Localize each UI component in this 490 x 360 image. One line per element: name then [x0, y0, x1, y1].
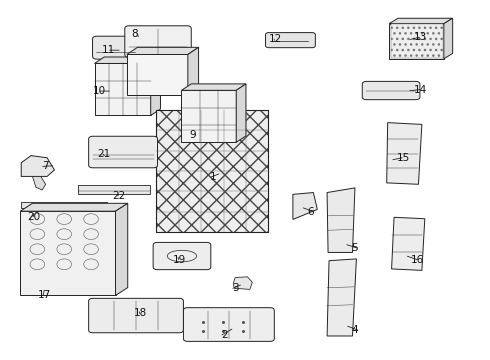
FancyBboxPatch shape [93, 36, 139, 59]
Polygon shape [20, 211, 116, 296]
Polygon shape [95, 57, 160, 63]
Text: 18: 18 [134, 309, 147, 318]
FancyBboxPatch shape [125, 26, 191, 57]
Bar [21, 202, 107, 208]
Text: 17: 17 [37, 291, 50, 301]
Text: 22: 22 [112, 191, 125, 201]
Polygon shape [327, 188, 355, 252]
Bar [156, 110, 269, 232]
Text: 5: 5 [351, 243, 358, 253]
Text: 21: 21 [98, 149, 111, 159]
Polygon shape [389, 24, 444, 59]
FancyBboxPatch shape [89, 136, 158, 168]
Polygon shape [236, 84, 246, 142]
Text: 9: 9 [189, 130, 196, 140]
FancyBboxPatch shape [183, 308, 274, 341]
Polygon shape [293, 193, 318, 220]
Bar [78, 185, 150, 194]
Polygon shape [116, 203, 128, 296]
Polygon shape [233, 277, 252, 289]
Polygon shape [444, 18, 453, 59]
Text: 14: 14 [414, 85, 427, 95]
Polygon shape [188, 47, 198, 95]
FancyBboxPatch shape [153, 242, 211, 270]
Text: 19: 19 [172, 255, 186, 265]
Text: 12: 12 [269, 35, 282, 44]
Bar [156, 110, 269, 232]
FancyBboxPatch shape [266, 33, 316, 48]
Polygon shape [95, 63, 151, 116]
Polygon shape [32, 176, 46, 190]
Polygon shape [327, 259, 356, 336]
FancyBboxPatch shape [362, 81, 420, 100]
Polygon shape [387, 123, 422, 184]
Text: 3: 3 [232, 283, 239, 293]
Text: 1: 1 [210, 172, 217, 182]
FancyBboxPatch shape [89, 298, 183, 333]
Polygon shape [127, 54, 188, 95]
Polygon shape [21, 156, 54, 176]
Text: 4: 4 [351, 325, 358, 335]
Text: 8: 8 [132, 29, 138, 39]
Bar [391, 24, 443, 58]
Polygon shape [389, 18, 453, 24]
Text: 16: 16 [411, 255, 424, 265]
Polygon shape [20, 203, 128, 211]
Polygon shape [151, 57, 160, 116]
Polygon shape [127, 47, 198, 54]
Text: 11: 11 [102, 45, 116, 55]
Polygon shape [181, 84, 246, 90]
Text: 15: 15 [396, 153, 410, 163]
Text: 6: 6 [307, 207, 314, 217]
Text: 10: 10 [93, 86, 106, 96]
Text: 13: 13 [414, 32, 427, 42]
Text: 7: 7 [42, 161, 49, 171]
Polygon shape [181, 90, 236, 142]
Text: 20: 20 [27, 212, 41, 221]
Polygon shape [392, 217, 425, 270]
Text: 2: 2 [221, 330, 228, 340]
